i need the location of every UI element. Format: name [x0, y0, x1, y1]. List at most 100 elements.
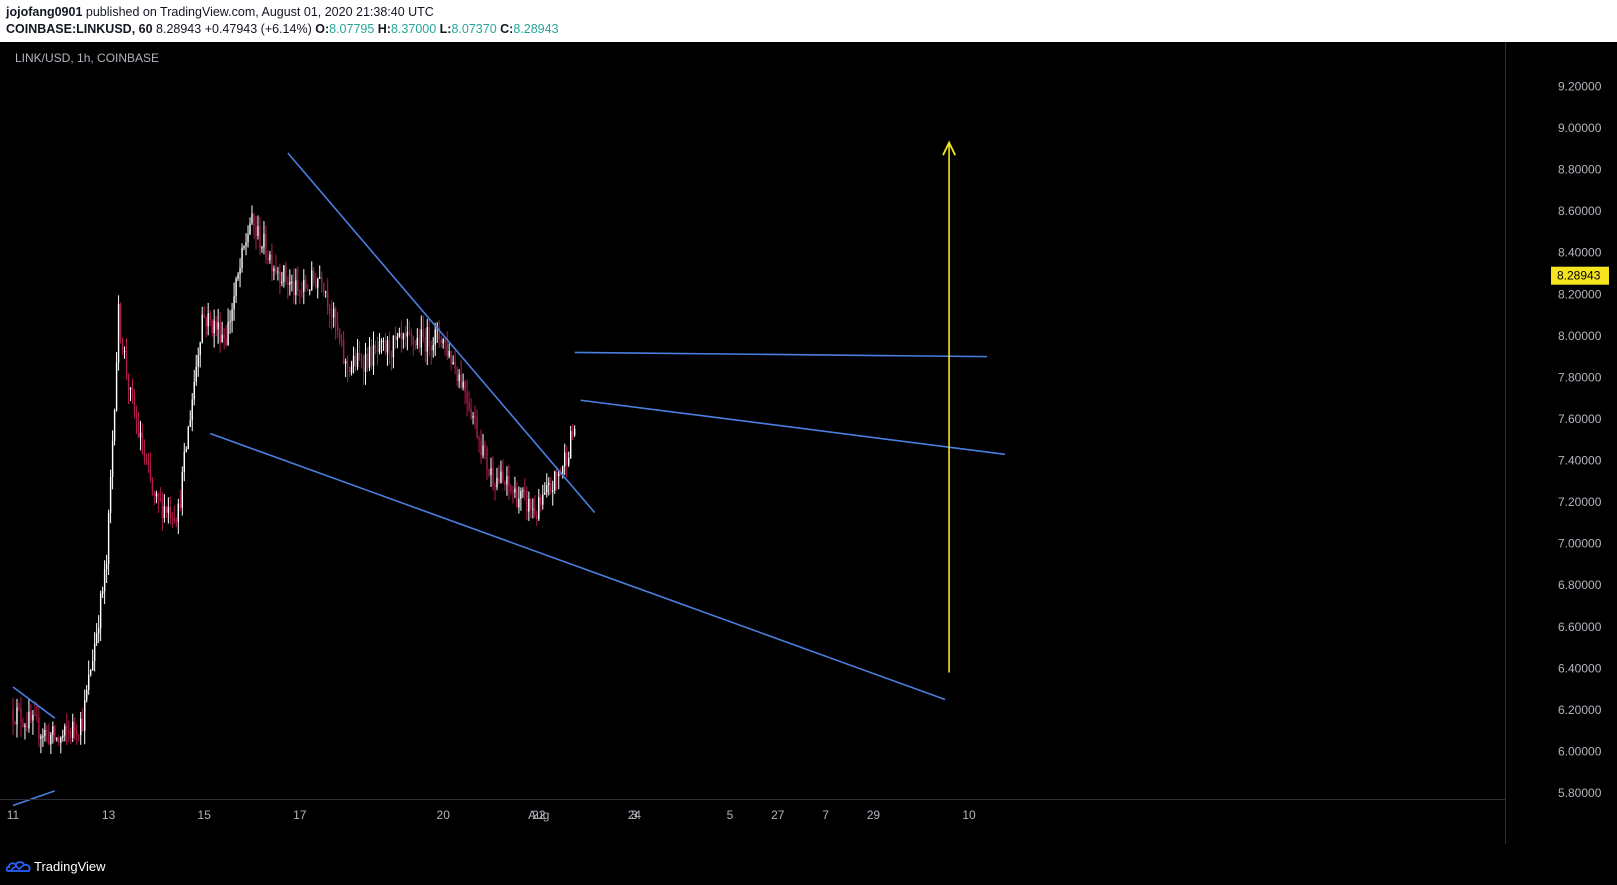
candle — [139, 420, 142, 451]
candle — [484, 440, 486, 460]
candle — [398, 327, 401, 338]
channel-upper-trendline[interactable] — [287, 152, 596, 513]
candle — [18, 702, 20, 712]
candle — [450, 350, 452, 371]
candle — [556, 466, 558, 491]
channel-lower-trendline[interactable] — [209, 432, 946, 701]
candle — [472, 411, 474, 425]
wedge-upper-trendline[interactable] — [12, 686, 56, 719]
author-name[interactable]: jojofang0901 — [6, 5, 83, 19]
y-tick-label: 6.20000 — [1558, 703, 1602, 717]
candle — [506, 466, 508, 496]
candle — [319, 265, 321, 279]
candle — [95, 623, 98, 646]
candle — [311, 261, 313, 291]
current-price-tag — [1551, 266, 1609, 285]
candle — [12, 697, 14, 736]
candle — [191, 393, 193, 432]
flag-upper-trendline[interactable] — [574, 351, 987, 358]
candle — [382, 337, 385, 351]
candle — [392, 335, 395, 369]
candle — [362, 354, 365, 386]
candle — [454, 350, 456, 375]
candle — [303, 269, 305, 305]
candle — [46, 725, 48, 742]
candle — [532, 498, 534, 519]
candle — [452, 355, 454, 365]
candle — [444, 338, 446, 356]
candle — [496, 467, 498, 491]
candle — [293, 268, 295, 304]
candle — [24, 722, 26, 740]
target-arrowhead[interactable] — [942, 140, 956, 156]
candle — [480, 429, 482, 464]
candle — [251, 205, 253, 226]
candle — [307, 283, 309, 291]
candle — [223, 327, 225, 350]
last-price: 8.28943 — [156, 22, 202, 36]
candle — [241, 243, 243, 273]
candle — [48, 723, 50, 746]
y-tick-label: 9.00000 — [1558, 121, 1602, 135]
candle — [458, 369, 460, 389]
candle — [87, 660, 90, 695]
candle — [317, 277, 319, 299]
candle — [430, 340, 432, 365]
candle — [434, 322, 436, 356]
candle — [446, 331, 448, 361]
high-label: H: — [377, 22, 391, 36]
candle — [297, 266, 299, 296]
candle — [187, 425, 189, 450]
tradingview-cloud-icon[interactable] — [6, 858, 32, 874]
candle — [324, 290, 327, 298]
candle — [76, 724, 78, 746]
candle — [516, 481, 518, 508]
candle — [550, 477, 552, 495]
candle — [165, 505, 168, 519]
candle — [149, 452, 152, 483]
y-tick-label: 6.40000 — [1558, 661, 1602, 675]
candle — [84, 689, 86, 745]
wedge-lower-trendline[interactable] — [12, 790, 56, 807]
price-chart[interactable]: 9.20000 9.00000 8.80000 8.60000 8.40000 8.200… — [0, 42, 1617, 844]
candle — [348, 366, 351, 378]
candle — [360, 353, 363, 369]
x-tick-label: 27 — [771, 808, 785, 822]
candle — [573, 425, 576, 437]
candle — [512, 485, 514, 504]
candle — [255, 216, 257, 250]
tradingview-brand[interactable]: TradingView — [34, 859, 106, 874]
candle — [267, 250, 269, 265]
candle — [315, 273, 317, 290]
candle — [283, 264, 285, 288]
candle — [338, 328, 341, 345]
candle — [470, 398, 472, 420]
candle — [412, 335, 415, 356]
candle — [163, 494, 166, 523]
candle — [504, 480, 506, 491]
candle — [538, 488, 540, 522]
candle — [396, 332, 399, 349]
candle — [253, 212, 255, 239]
candle — [466, 379, 468, 417]
x-tick-label: 7 — [822, 808, 829, 822]
candle — [97, 615, 100, 643]
candle — [265, 225, 267, 265]
x-tick-label: 3 — [631, 808, 638, 822]
candle — [153, 490, 156, 506]
flag-lower-trendline[interactable] — [580, 399, 1005, 456]
close-label: C: — [500, 22, 514, 36]
candle — [554, 470, 556, 494]
candle — [26, 712, 28, 732]
candle — [271, 243, 273, 282]
candle — [478, 435, 480, 453]
candle — [177, 498, 180, 535]
candle — [402, 332, 405, 349]
candle — [426, 318, 428, 366]
candle — [569, 425, 572, 459]
candle — [406, 318, 409, 351]
candle — [125, 338, 128, 380]
candle — [542, 484, 544, 510]
candle — [301, 281, 303, 298]
chart-area[interactable]: 9.20000 9.00000 8.80000 8.60000 8.40000 8.200… — [0, 42, 1617, 844]
